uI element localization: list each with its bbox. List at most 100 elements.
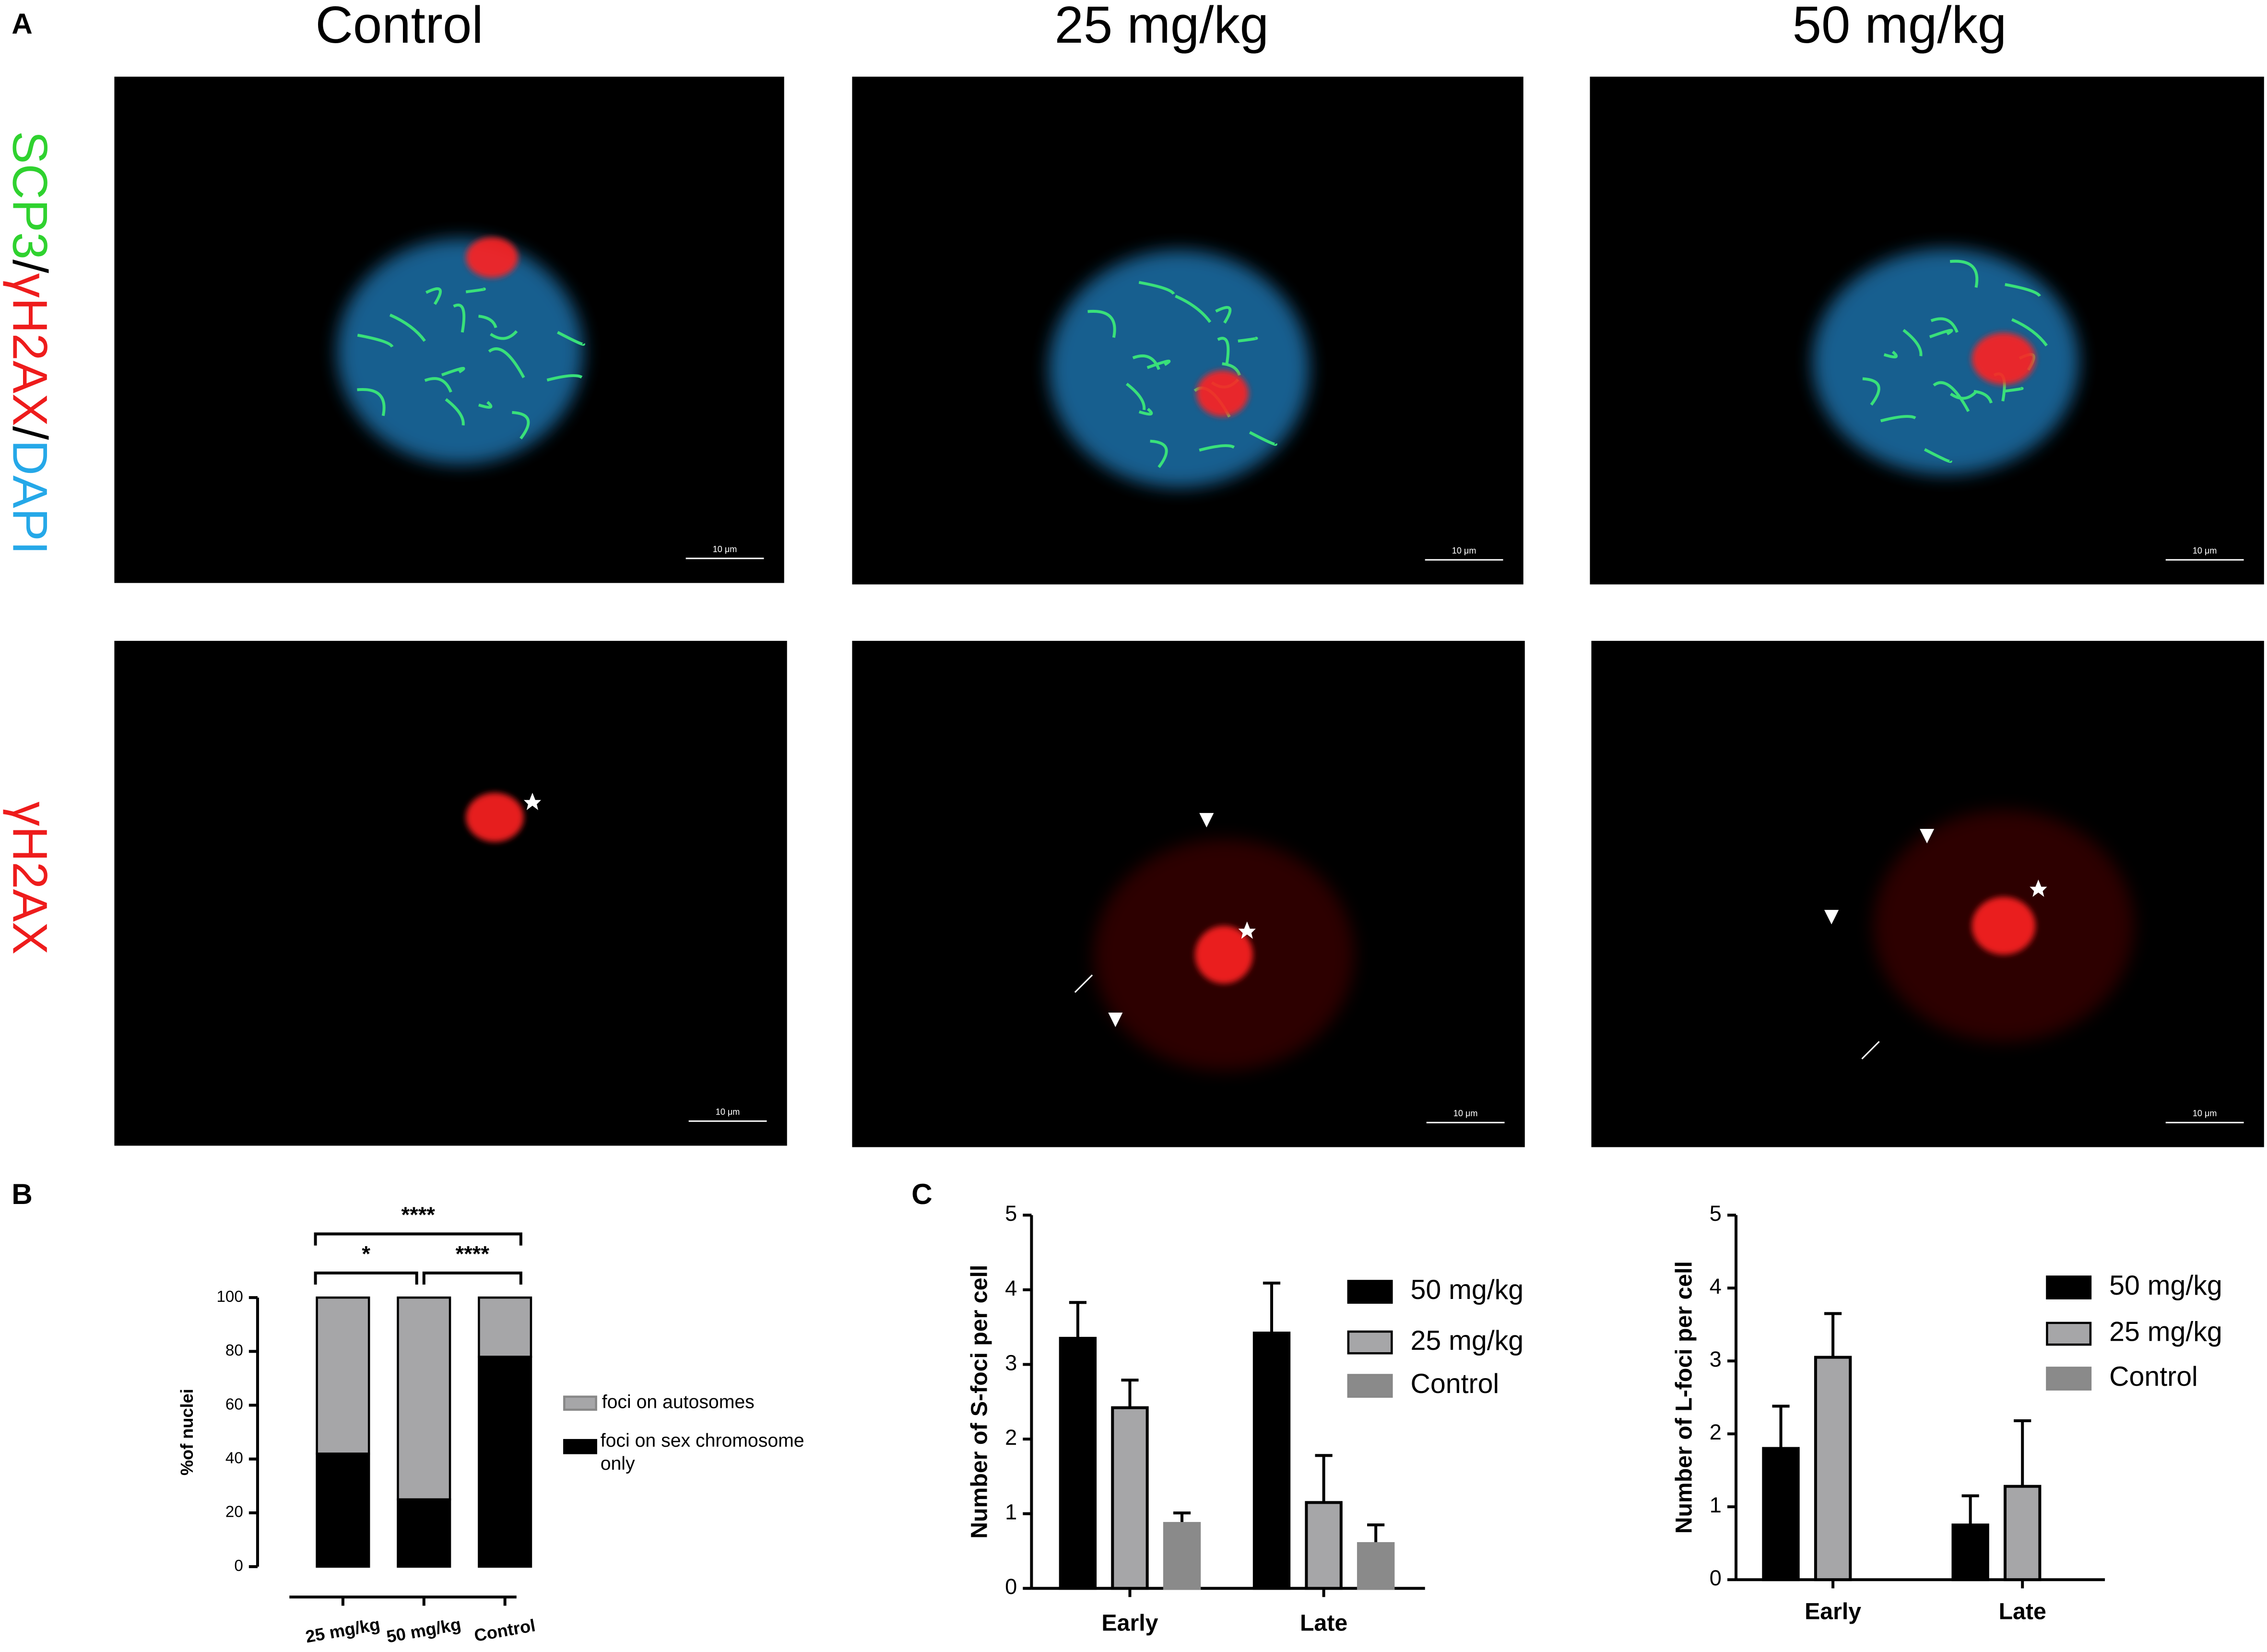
synapsis xyxy=(465,287,486,294)
legend-swatch xyxy=(2046,1275,2092,1299)
synapsis xyxy=(1175,295,1212,323)
synapsis xyxy=(557,331,585,346)
synapsis xyxy=(424,377,452,393)
synapsis xyxy=(1973,390,1993,404)
bar-segment xyxy=(316,1296,370,1455)
significance-label: * xyxy=(362,1242,370,1266)
y-tick-label: 5 xyxy=(1710,1201,1722,1226)
synapsis xyxy=(512,411,530,440)
synapsis xyxy=(425,287,442,305)
synapsis xyxy=(1862,377,1880,406)
column-title: Control xyxy=(316,0,484,54)
synapsis xyxy=(1222,362,1241,376)
x-tick-label: Early xyxy=(1101,1610,1158,1636)
y-axis-label: Number of S-foci per cell xyxy=(967,1265,992,1539)
synapsis xyxy=(490,330,518,340)
synapsis xyxy=(478,315,497,329)
y-tick-label: 4 xyxy=(1710,1274,1722,1298)
significance-label: **** xyxy=(456,1242,490,1266)
panel-label: B xyxy=(12,1178,33,1210)
bar xyxy=(1305,1501,1343,1590)
legend-label: 50 mg/kg xyxy=(2109,1270,2222,1301)
micrographs: 10 μm 10 μm 10 μm 10 μm 10 μm 10 μm xyxy=(114,76,2264,1147)
bar xyxy=(1252,1332,1291,1590)
x-tick-label: Late xyxy=(1999,1598,2046,1624)
bar xyxy=(1762,1447,1800,1581)
y-tick-label: 0 xyxy=(1710,1566,1722,1590)
synapsis xyxy=(1930,317,1959,333)
panel-label: C xyxy=(911,1178,933,1210)
y-tick-label: 2 xyxy=(1005,1425,1017,1450)
y-tick-label: 100 xyxy=(216,1288,243,1306)
synapsis xyxy=(1238,336,1258,343)
y-axis-label: Number of L-foci per cell xyxy=(1671,1261,1697,1534)
row-label-part: SCP3 xyxy=(2,131,58,260)
bar-segment xyxy=(397,1498,451,1568)
row-label-part: γH2AX xyxy=(2,273,58,426)
row-label-part: / xyxy=(2,426,58,440)
y-tick-label: 40 xyxy=(225,1449,243,1467)
synapsis xyxy=(1215,306,1232,324)
arrowhead xyxy=(1199,813,1214,828)
y-tick-label: 3 xyxy=(1005,1350,1017,1375)
bar xyxy=(1357,1542,1395,1590)
legend-swatch xyxy=(1347,1330,1393,1355)
legend-label: Control xyxy=(1411,1369,1500,1399)
row-label-part: DAPI xyxy=(2,440,58,555)
bar-segment xyxy=(478,1356,532,1568)
synapsis xyxy=(1880,415,1916,423)
synapsis xyxy=(478,401,493,409)
sex-body xyxy=(1195,926,1253,984)
bar xyxy=(1111,1406,1149,1590)
y-tick-label: 0 xyxy=(1005,1574,1017,1599)
panel-label: A xyxy=(12,7,33,40)
synapsis xyxy=(389,313,426,342)
sex-body xyxy=(1196,370,1249,417)
bar-segment xyxy=(478,1296,532,1358)
star xyxy=(523,792,542,810)
row-label: SCP3/γH2AX/DAPI xyxy=(2,131,58,555)
synapsis xyxy=(2003,387,2024,393)
synapsis xyxy=(1125,382,1146,410)
significance-bracket xyxy=(314,1271,418,1285)
column-title: 50 mg/kg xyxy=(1793,0,2007,54)
synapsis xyxy=(1949,260,1979,288)
row-label-part: / xyxy=(2,260,58,273)
y-tick-label: 5 xyxy=(1005,1201,1017,1226)
sex-body xyxy=(1972,897,2036,955)
synapsis xyxy=(1199,444,1235,452)
legend-label: Control xyxy=(2109,1361,2198,1392)
scale-bar-label: 10 μm xyxy=(716,1107,740,1117)
legend-label: 25 mg/kg xyxy=(2109,1317,2222,1347)
synapsis xyxy=(1249,431,1277,446)
arrowhead xyxy=(1824,909,1839,925)
synapsis xyxy=(441,366,465,377)
significance-bracket xyxy=(314,1232,522,1246)
synapsis xyxy=(1929,329,1953,339)
y-tick-label: 1 xyxy=(1005,1500,1017,1524)
synapsis xyxy=(2005,283,2041,297)
synapsis xyxy=(1902,329,1923,356)
legend-swatch xyxy=(1347,1374,1393,1398)
y-tick-label: 80 xyxy=(225,1342,243,1359)
synapsis xyxy=(1217,337,1230,366)
micrograph xyxy=(114,640,787,1146)
star xyxy=(2030,879,2047,897)
legend-label: foci on autosomes xyxy=(602,1392,755,1413)
synapsis xyxy=(445,398,465,426)
bar xyxy=(1814,1356,1852,1581)
bar xyxy=(1163,1522,1201,1590)
bar-segment xyxy=(397,1296,451,1501)
legend-text-box: foci on sex chromosome only xyxy=(601,1429,804,1474)
y-tick-label: 1 xyxy=(1710,1493,1722,1517)
column-title: 25 mg/kg xyxy=(1055,0,1269,54)
legend-swatch xyxy=(563,1395,597,1411)
scale-bar-label: 10 μm xyxy=(2193,546,2217,555)
x-tick-label: Late xyxy=(1300,1610,1347,1636)
synapsis xyxy=(357,388,386,416)
synapsis xyxy=(453,303,466,333)
x-tick-label: Early xyxy=(1805,1598,1861,1624)
synapsis xyxy=(1138,408,1153,416)
sex-body xyxy=(466,237,518,278)
